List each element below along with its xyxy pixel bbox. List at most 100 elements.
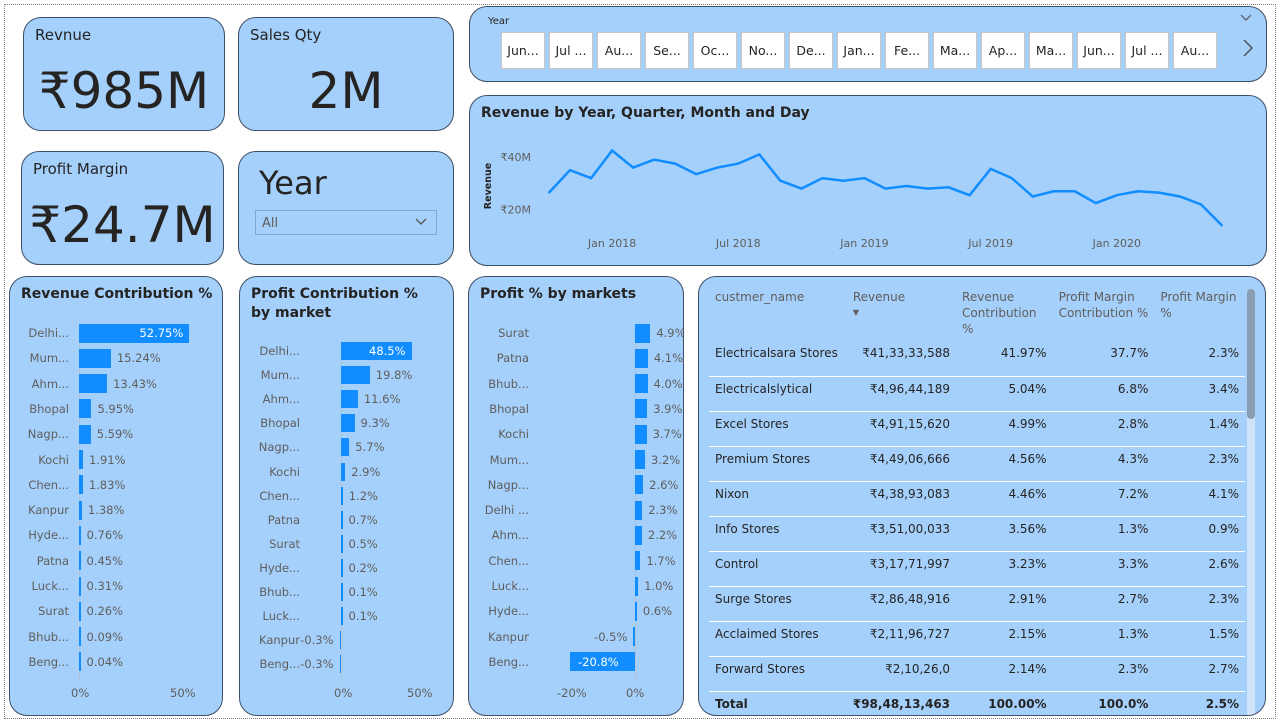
line-point[interactable] <box>611 149 614 152</box>
year-tile[interactable]: Jun... <box>501 32 545 69</box>
bar[interactable] <box>635 500 643 520</box>
bar[interactable] <box>341 510 343 529</box>
table-row[interactable]: Control ₹3,17,71,997 3.23% 3.3% 2.6% <box>709 551 1245 587</box>
line-point[interactable] <box>1052 190 1055 193</box>
bar[interactable] <box>79 627 81 647</box>
year-tile[interactable]: Jul ... <box>1125 32 1169 69</box>
line-point[interactable] <box>1031 195 1034 198</box>
bar[interactable] <box>635 348 648 368</box>
year-tile[interactable]: Jul ... <box>549 32 593 69</box>
bar[interactable] <box>635 576 639 596</box>
line-point[interactable] <box>1178 195 1181 198</box>
year-tile[interactable]: Oc... <box>693 32 737 69</box>
table-row[interactable]: Electricalsara Stores ₹41,33,33,588 41.97%… <box>709 341 1245 377</box>
year-tile[interactable]: Se... <box>645 32 689 69</box>
line-point[interactable] <box>1136 190 1139 193</box>
table-header-cell[interactable]: custmer_name <box>709 285 847 341</box>
bar[interactable] <box>635 450 645 469</box>
bar[interactable] <box>341 366 370 385</box>
table-header-cell[interactable]: Profit Margin % <box>1154 285 1245 341</box>
bar[interactable] <box>79 399 92 419</box>
line-point[interactable] <box>779 179 782 182</box>
table-row[interactable]: Premium Stores ₹4,49,06,666 4.56% 4.3% 2.3% <box>709 446 1245 482</box>
line-point[interactable] <box>1010 177 1013 180</box>
bar[interactable] <box>79 551 81 571</box>
line-point[interactable] <box>590 177 593 180</box>
table-row[interactable]: Electricalslytical ₹4,96,44,189 5.04% 6.8% 3… <box>709 376 1245 412</box>
bar[interactable] <box>79 525 81 545</box>
line-point[interactable] <box>1094 202 1097 205</box>
bar[interactable] <box>341 414 355 433</box>
chevron-right-icon[interactable] <box>1242 38 1254 63</box>
line-point[interactable] <box>800 187 803 190</box>
bar[interactable] <box>79 500 82 520</box>
year-tile[interactable]: Ma... <box>933 32 977 69</box>
line-point[interactable] <box>674 162 677 165</box>
bar[interactable] <box>79 576 81 596</box>
bar[interactable] <box>79 601 81 621</box>
bar[interactable] <box>341 390 358 409</box>
year-tile[interactable]: No... <box>741 32 785 69</box>
bar[interactable] <box>635 601 637 621</box>
line-point[interactable] <box>968 194 971 197</box>
table-row[interactable]: Nixon ₹4,38,93,083 4.46% 7.2% 4.1% <box>709 481 1245 517</box>
year-dropdown[interactable]: All <box>255 210 437 235</box>
bar[interactable] <box>79 652 81 672</box>
line-point[interactable] <box>737 162 740 165</box>
line-point[interactable] <box>926 187 929 190</box>
bar[interactable] <box>635 399 648 419</box>
bar[interactable] <box>341 486 343 505</box>
year-tile[interactable]: De... <box>789 32 833 69</box>
year-tile[interactable]: Jan... <box>837 32 881 69</box>
bar[interactable] <box>341 607 343 626</box>
bar[interactable] <box>633 627 635 647</box>
bar[interactable] <box>339 631 341 650</box>
bar[interactable] <box>79 374 108 394</box>
bar[interactable] <box>79 348 111 368</box>
line-point[interactable] <box>1157 191 1160 194</box>
line-point[interactable] <box>716 166 719 169</box>
bar[interactable] <box>341 438 350 457</box>
table-row[interactable]: Info Stores ₹3,51,00,033 3.56% 1.3% 0.9% <box>709 516 1245 552</box>
line-point[interactable] <box>1073 190 1076 193</box>
bar[interactable] <box>341 462 346 481</box>
year-tile[interactable]: Au... <box>1173 32 1217 69</box>
bar[interactable] <box>635 475 644 495</box>
bar[interactable] <box>79 475 83 495</box>
table-row[interactable]: Acclaimed Stores ₹2,11,96,727 2.15% 1.3% 1.5… <box>709 621 1245 657</box>
line-point[interactable] <box>758 153 761 156</box>
line-point[interactable] <box>884 187 887 190</box>
table-scroll-thumb[interactable] <box>1247 289 1255 419</box>
bar[interactable] <box>635 551 641 571</box>
table-row[interactable]: Surge Stores ₹2,86,48,916 2.91% 2.7% 2.3% <box>709 586 1245 622</box>
bar[interactable] <box>570 652 635 672</box>
table-row[interactable]: Forward Stores ₹2,10,26,0 2.14% 2.3% 2.7% <box>709 656 1245 692</box>
year-tile[interactable]: Fe... <box>885 32 929 69</box>
line-point[interactable] <box>653 158 656 161</box>
bar[interactable] <box>635 374 648 394</box>
table-header-cell[interactable]: Revenue ▼ <box>847 285 956 341</box>
bar[interactable] <box>341 534 343 553</box>
bar[interactable] <box>635 525 642 545</box>
bar[interactable] <box>635 323 651 343</box>
line-point[interactable] <box>548 191 550 194</box>
table-row[interactable]: Excel Stores ₹4,91,15,620 4.99% 2.8% 1.4% <box>709 411 1245 447</box>
bar[interactable] <box>635 424 647 444</box>
year-tile[interactable]: Jun... <box>1077 32 1121 69</box>
line-point[interactable] <box>905 185 908 187</box>
year-tile[interactable]: Au... <box>597 32 641 69</box>
bar[interactable] <box>341 583 343 601</box>
line-point[interactable] <box>863 177 866 180</box>
line-point[interactable] <box>569 169 572 172</box>
line-point[interactable] <box>632 166 635 169</box>
year-tile[interactable]: Ma... <box>1029 32 1073 69</box>
table-header-cell[interactable]: Profit Margin Contribution % <box>1053 285 1155 341</box>
line-point[interactable] <box>947 186 950 189</box>
line-point[interactable] <box>989 167 992 170</box>
year-tile[interactable]: Ap... <box>981 32 1025 69</box>
bar[interactable] <box>339 655 341 674</box>
bar[interactable] <box>341 342 412 360</box>
bar[interactable] <box>79 450 83 469</box>
bar[interactable] <box>79 424 91 444</box>
table-header-cell[interactable]: Revenue Contribution % <box>956 285 1053 341</box>
